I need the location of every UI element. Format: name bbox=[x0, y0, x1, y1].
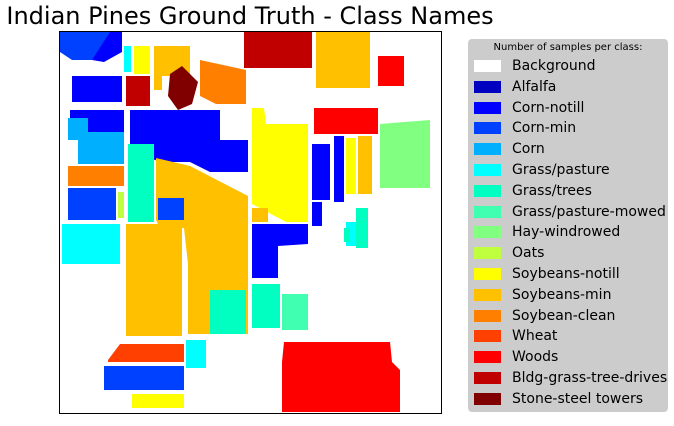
map-region-corn-notill bbox=[334, 136, 344, 202]
legend-label: Woods bbox=[512, 349, 559, 366]
legend-item: Bldg-grass-tree-drives bbox=[474, 369, 668, 389]
map-region-soybeans-notill bbox=[252, 108, 308, 222]
legend-swatch bbox=[474, 101, 501, 114]
legend-label: Background bbox=[512, 58, 596, 74]
map-region-corn-min bbox=[68, 188, 116, 220]
legend-label: Soybean-clean bbox=[512, 307, 616, 324]
legend-swatch bbox=[474, 184, 501, 197]
map-region-stone-steel-towers bbox=[168, 66, 198, 110]
legend-swatch bbox=[474, 392, 501, 405]
map-region-woods bbox=[378, 56, 404, 86]
legend-item: Soybeans-notill bbox=[474, 265, 664, 285]
map-region-wheat bbox=[108, 344, 184, 362]
map-region-corn-notill bbox=[252, 224, 308, 278]
map-region-corn-notill bbox=[130, 110, 248, 172]
legend-label: Corn-notill bbox=[512, 99, 585, 116]
legend-label: Alfalfa bbox=[512, 78, 557, 95]
map-region-soybeans-min bbox=[252, 208, 268, 222]
map-region-corn-min bbox=[104, 366, 184, 390]
map-region-soybeans-min bbox=[358, 136, 372, 194]
legend-label: Corn bbox=[512, 141, 545, 158]
legend-item: Background bbox=[474, 57, 664, 77]
map-region-grass-pasture bbox=[62, 224, 120, 264]
legend-item: Corn-min bbox=[474, 119, 664, 139]
legend-title: Number of samples per class: bbox=[493, 42, 643, 53]
legend-swatch bbox=[474, 372, 501, 384]
legend-label: Wheat bbox=[512, 328, 558, 345]
legend-label: Bldg-grass-tree-drives bbox=[512, 370, 668, 386]
map-region-grass-trees bbox=[128, 144, 154, 222]
legend-swatch bbox=[474, 205, 501, 218]
map-region-corn bbox=[78, 132, 124, 164]
legend-item: Soybeans-min bbox=[474, 286, 664, 306]
map-region-grass-trees bbox=[356, 208, 368, 248]
legend-swatch bbox=[474, 288, 501, 301]
map-region-woods bbox=[314, 108, 378, 134]
legend-swatch bbox=[474, 143, 501, 156]
legend-swatch bbox=[474, 268, 501, 280]
map-region-grass-pasture bbox=[186, 340, 206, 368]
legend-item: Stone-steel towers bbox=[474, 390, 664, 410]
legend-item: Hay-windrowed bbox=[474, 223, 664, 243]
map-region-soybean-clean bbox=[68, 166, 124, 186]
legend-item: Alfalfa bbox=[474, 78, 664, 98]
map-region-bldg-grass-tree-drives bbox=[244, 32, 312, 68]
legend-swatch bbox=[474, 164, 501, 176]
legend-item: Grass/pasture-mowed bbox=[474, 203, 666, 223]
map-region-soybeans-min bbox=[316, 32, 370, 88]
map-region-soybean-clean bbox=[200, 60, 246, 104]
legend: Number of samples per class: Background A… bbox=[468, 39, 668, 412]
legend-label: Grass/pasture-mowed bbox=[512, 203, 666, 220]
map-region-soybeans-notill bbox=[132, 394, 184, 408]
map-region-hay-windrowed bbox=[380, 120, 430, 188]
legend-item: Corn-notill bbox=[474, 99, 664, 119]
map-region-grass-pasture bbox=[124, 46, 131, 72]
legend-swatch bbox=[474, 80, 501, 93]
legend-swatch bbox=[474, 309, 501, 322]
legend-swatch bbox=[474, 330, 501, 343]
map-region-grass-pasture bbox=[346, 222, 356, 246]
legend-item: Grass/trees bbox=[474, 182, 664, 202]
map-region-corn-notill bbox=[312, 144, 330, 200]
map-region-soybeans-min bbox=[154, 76, 162, 90]
legend-label: Grass/pasture bbox=[512, 162, 610, 178]
legend-item: Soybean-clean bbox=[474, 307, 664, 327]
legend-item: Woods bbox=[474, 348, 664, 368]
legend-label: Oats bbox=[512, 245, 545, 262]
legend-item: Wheat bbox=[474, 327, 664, 347]
legend-swatch bbox=[474, 122, 501, 135]
map-region-soybeans-notill bbox=[134, 46, 150, 74]
legend-swatch bbox=[474, 351, 501, 364]
legend-item: Corn bbox=[474, 140, 664, 160]
map-region-corn-min bbox=[158, 198, 184, 220]
chart-title: Indian Pines Ground Truth - Class Names bbox=[6, 2, 494, 30]
map-region-grass-pasture-mowed bbox=[282, 294, 308, 330]
ground-truth-map-canvas bbox=[60, 32, 430, 412]
legend-swatch bbox=[474, 60, 501, 72]
map-region-grass-trees bbox=[344, 228, 350, 242]
legend-label: Soybeans-notill bbox=[512, 266, 620, 282]
legend-label: Soybeans-min bbox=[512, 286, 612, 303]
legend-label: Corn-min bbox=[512, 120, 577, 137]
map-region-grass-trees bbox=[210, 290, 246, 334]
legend-swatch bbox=[474, 226, 501, 239]
map-region-corn-notill bbox=[92, 32, 122, 62]
legend-item: Oats bbox=[474, 244, 664, 264]
map-region-woods bbox=[282, 342, 400, 412]
legend-label: Stone-steel towers bbox=[512, 390, 643, 407]
map-region-soybeans-notill bbox=[346, 138, 356, 194]
map-region-soybeans-min bbox=[126, 224, 182, 336]
map-region-oats bbox=[118, 192, 124, 218]
legend-item: Grass/pasture bbox=[474, 161, 664, 181]
map-region-bldg-grass-tree-drives bbox=[126, 76, 150, 106]
legend-label: Grass/trees bbox=[512, 182, 592, 199]
map-region-corn-notill bbox=[72, 76, 122, 102]
legend-swatch bbox=[474, 247, 501, 260]
map-region-corn-notill bbox=[312, 202, 322, 226]
legend-label: Hay-windrowed bbox=[512, 224, 621, 241]
ground-truth-map bbox=[59, 31, 442, 414]
map-region-grass-trees bbox=[252, 284, 280, 328]
